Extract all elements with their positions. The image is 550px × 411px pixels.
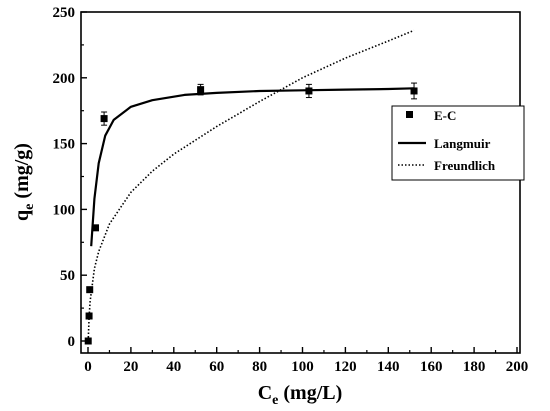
legend-label-freundlich: Freundlich bbox=[434, 158, 496, 173]
x-tick-label: 60 bbox=[209, 359, 224, 375]
legend-label-langmuir: Langmuir bbox=[434, 136, 491, 151]
freundlich-curve bbox=[87, 29, 415, 342]
x-axis-title: Ce (mg/L) bbox=[258, 382, 343, 408]
x-tick-label: 0 bbox=[84, 359, 92, 375]
x-tick-label: 180 bbox=[463, 359, 486, 375]
x-tick-label: 20 bbox=[123, 359, 138, 375]
x-tick-label: 160 bbox=[420, 359, 443, 375]
y-tick-label: 0 bbox=[68, 334, 76, 350]
legend: E-C Langmuir Freundlich bbox=[391, 105, 525, 181]
plot-frame bbox=[80, 11, 521, 354]
y-tick-label: 150 bbox=[53, 137, 76, 153]
e-c-data-point bbox=[85, 312, 93, 320]
y-tick-label: 250 bbox=[53, 5, 76, 21]
y-axis-tick-labels: 0 50 100 150 200 250 bbox=[53, 5, 76, 350]
y-axis-title-sub: e bbox=[22, 204, 37, 210]
y-axis-ticks bbox=[81, 11, 87, 342]
data-points bbox=[84, 82, 418, 345]
y-axis-title-main: q bbox=[11, 210, 33, 221]
e-c-data-point bbox=[305, 87, 313, 95]
x-axis-tick-labels: 0 20 40 60 80 100 120 140 160 180 200 bbox=[84, 359, 528, 375]
e-c-data-point bbox=[197, 86, 205, 94]
e-c-data-point bbox=[410, 87, 418, 95]
x-axis-ticks bbox=[87, 347, 518, 353]
x-tick-label: 40 bbox=[166, 359, 181, 375]
x-tick-label: 120 bbox=[334, 359, 357, 375]
x-tick-label: 100 bbox=[291, 359, 314, 375]
y-tick-label: 100 bbox=[53, 202, 76, 218]
e-c-data-point bbox=[84, 337, 92, 345]
e-c-data-point bbox=[100, 115, 108, 123]
y-tick-label: 50 bbox=[60, 268, 75, 284]
x-axis-title-unit: (mg/L) bbox=[278, 382, 342, 404]
langmuir-curve bbox=[90, 87, 415, 247]
legend-label-ec: E-C bbox=[434, 108, 456, 123]
y-tick-label: 200 bbox=[53, 71, 76, 87]
x-tick-label: 80 bbox=[252, 359, 267, 375]
e-c-data-point bbox=[86, 286, 94, 294]
fit-curves bbox=[87, 29, 415, 342]
e-c-data-point bbox=[92, 224, 100, 232]
x-axis-title-main: C bbox=[258, 382, 272, 404]
y-axis-title-unit: (mg/g) bbox=[11, 143, 33, 204]
legend-marker-square bbox=[406, 111, 413, 118]
x-tick-label: 140 bbox=[377, 359, 400, 375]
y-axis-title: qe (mg/g) bbox=[11, 143, 37, 221]
x-axis-title-sub: e bbox=[272, 393, 278, 408]
x-tick-label: 200 bbox=[506, 359, 529, 375]
